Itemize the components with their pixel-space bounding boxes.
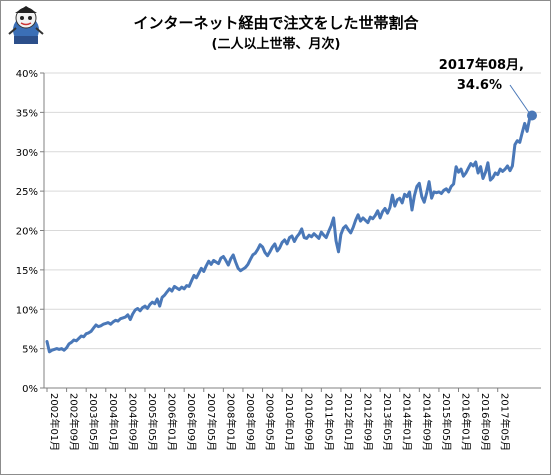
chart-title: インターネット経由で注文をした世帯割合: [133, 14, 419, 32]
x-tick-label: 2006年01月: [166, 393, 179, 451]
x-tick-label: 2010年01月: [283, 393, 296, 451]
x-tick-label: 2009年05月: [264, 393, 277, 451]
x-tick-label: 2014年09月: [420, 393, 433, 451]
x-tick-label: 2012年01月: [342, 393, 355, 451]
y-tick-label: 30%: [16, 148, 38, 159]
mascot-logo: [8, 6, 44, 44]
x-tick-label: 2005年05月: [146, 393, 159, 451]
x-tick-labels: 2002年01月 2002年09月 2003年05月 2004年01月 2004年09月…: [48, 393, 512, 451]
y-tick-label: 15%: [16, 266, 38, 277]
series-layer: [45, 110, 537, 354]
y-tick-label: 0%: [22, 384, 38, 395]
last-point-marker: [527, 110, 537, 121]
x-tick-label: 2003年05月: [87, 393, 100, 451]
y-tick-labels: 0% 5% 10% 15% 20% 25% 30% 35% 40%: [16, 69, 38, 395]
x-tick-label: 2002年09月: [68, 393, 81, 451]
annotation: 2017年08月, 34.6%: [439, 57, 530, 113]
annotation-date: 2017年08月,: [439, 57, 524, 73]
x-tick-label: 2012年09月: [362, 393, 375, 451]
y-tick-label: 35%: [16, 108, 38, 119]
gridlines: [40, 72, 541, 389]
x-tick-label: 2016年01月: [460, 393, 473, 451]
x-tick-label: 2002年01月: [48, 393, 61, 451]
x-tick-label: 2004年01月: [107, 393, 120, 451]
annotation-leader-line: [509, 84, 530, 113]
annotation-value: 34.6%: [457, 78, 502, 93]
x-tick-label: 2013年05月: [381, 393, 394, 451]
chart-subtitle: (二人以上世帯、月次): [212, 36, 341, 52]
x-tick-label: 2006年09月: [185, 393, 198, 451]
axes: [43, 73, 541, 392]
x-tick-label: 2008年09月: [244, 393, 257, 451]
x-tick-label: 2010年09月: [303, 393, 316, 451]
x-tick-label: 2014年01月: [401, 393, 414, 451]
x-tick-label: 2016年09月: [479, 393, 492, 451]
x-tick-label: 2017年05月: [499, 393, 512, 451]
x-tick-label: 2007年05月: [205, 393, 218, 451]
y-tick-label: 10%: [16, 305, 38, 316]
x-tick-label: 2011年05月: [322, 393, 335, 451]
y-tick-label: 25%: [16, 187, 38, 198]
series-line: [45, 114, 534, 354]
y-tick-label: 40%: [16, 69, 38, 80]
y-tick-label: 20%: [16, 227, 38, 238]
y-tick-label: 5%: [22, 345, 38, 356]
x-tick-label: 2015年05月: [440, 393, 453, 451]
x-tick-label: 2008年01月: [224, 393, 237, 451]
x-tick-label: 2004年09月: [126, 393, 139, 451]
